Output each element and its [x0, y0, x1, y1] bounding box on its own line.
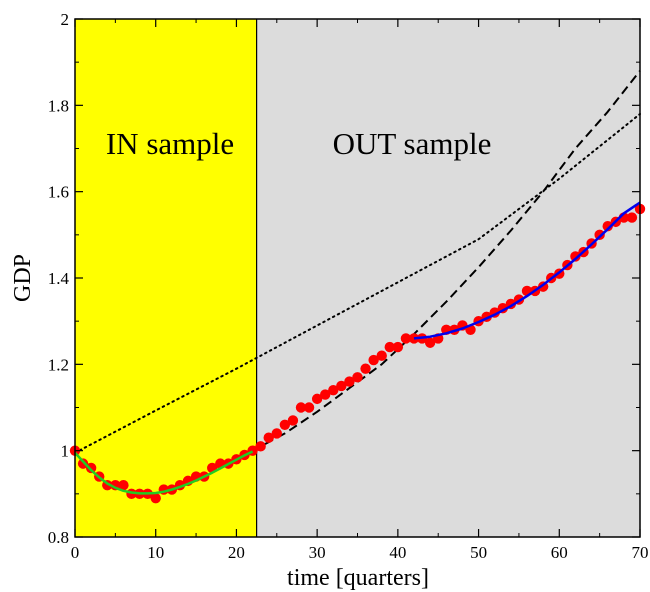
data-point — [303, 402, 315, 413]
series-line-1 — [74, 450, 254, 495]
y-tick-label: 1 — [61, 442, 70, 461]
region-label-out: OUT sample — [333, 126, 492, 161]
data-point — [368, 354, 379, 366]
region-1 — [256, 19, 640, 537]
data-point — [328, 385, 339, 396]
y-tick-label: 1.2 — [48, 355, 69, 374]
y-tick-label: 0.8 — [48, 528, 69, 547]
region-0 — [75, 19, 257, 537]
data-point — [408, 333, 420, 344]
data-point — [320, 389, 331, 400]
data-point — [594, 229, 605, 241]
x-axis-title: time [quarters] — [287, 565, 429, 591]
data-point — [376, 350, 387, 361]
x-tick-label: 50 — [470, 543, 487, 562]
data-point — [352, 372, 363, 383]
data-point — [271, 428, 282, 439]
data-point — [279, 419, 291, 430]
data-point — [336, 380, 347, 392]
series-layer — [74, 70, 641, 454]
x-tick-label: 10 — [147, 543, 164, 562]
data-point — [77, 458, 89, 469]
data-point — [360, 363, 371, 374]
series-line-3 — [252, 70, 641, 452]
data-point — [344, 376, 355, 387]
data-point — [384, 341, 395, 353]
data-point — [311, 393, 323, 405]
data-point — [118, 480, 129, 491]
data-point — [570, 251, 581, 262]
y-tick-label: 1.4 — [48, 269, 70, 288]
region-label-in: IN sample — [106, 126, 234, 161]
data-point — [255, 441, 266, 452]
y-tick-label: 2 — [61, 10, 70, 29]
y-tick-label: 1.6 — [48, 183, 69, 202]
series-line-4 — [74, 113, 641, 454]
data-point — [392, 341, 404, 353]
x-tick-label: 0 — [71, 543, 80, 562]
x-tick-label: 40 — [389, 543, 406, 562]
x-tick-label: 70 — [632, 543, 649, 562]
x-tick-label: 20 — [228, 543, 245, 562]
points-layer — [69, 201, 646, 504]
series-line-2 — [413, 201, 641, 340]
data-point — [287, 415, 299, 426]
data-point — [85, 462, 97, 474]
data-point — [626, 212, 638, 223]
x-tick-label: 60 — [551, 543, 568, 562]
y-axis-title: GDP — [10, 254, 36, 302]
plot-frame — [74, 18, 641, 538]
y-tick-label: 1.8 — [48, 96, 69, 115]
data-point — [602, 221, 613, 232]
data-point — [263, 432, 274, 443]
data-point — [400, 333, 412, 344]
data-point — [295, 402, 307, 413]
regions-layer — [75, 19, 640, 537]
data-point — [150, 492, 161, 504]
x-tick-label: 30 — [309, 543, 326, 562]
data-point — [424, 337, 436, 348]
